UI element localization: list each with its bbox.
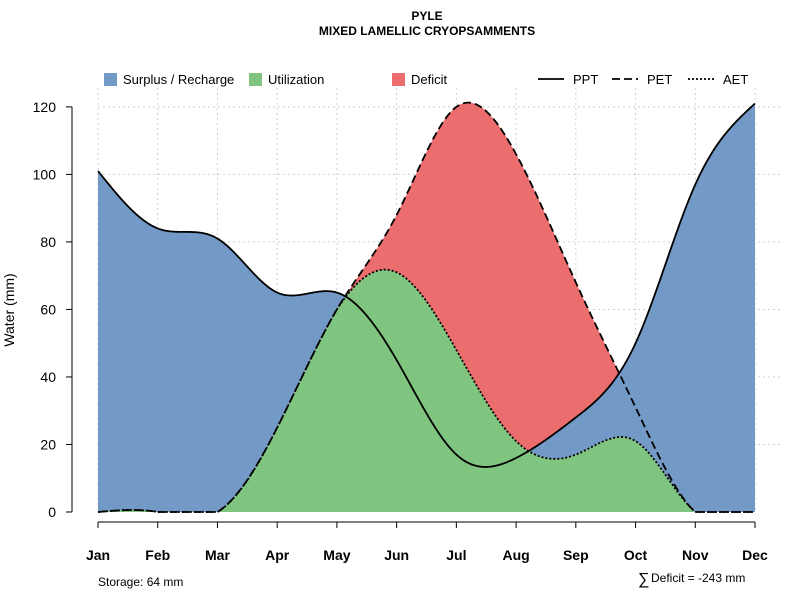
x-tick-label: Mar: [205, 547, 230, 563]
y-tick-label: 60: [40, 301, 56, 317]
x-tick-label: Jul: [446, 547, 466, 563]
x-tick-label: Feb: [145, 547, 170, 563]
y-tick-label: 120: [33, 99, 57, 115]
axes: 0 20 40 60 80 100 120 Jan Feb Mar Apr May Jun Jul Aug S…: [33, 99, 768, 563]
y-tick-label: 80: [40, 234, 56, 250]
legend-swatch: [104, 73, 117, 86]
legend-label: Surplus / Recharge: [123, 72, 234, 87]
legend-label: PET: [647, 72, 672, 87]
x-tick-label: Oct: [624, 547, 648, 563]
y-tick-label: 100: [33, 166, 57, 182]
sum-symbol: ∑: [638, 571, 649, 588]
series-line-ppt: [97, 102, 756, 468]
deficit-upper-area: [98, 102, 755, 512]
legend-label: PPT: [573, 72, 598, 87]
x-tick-label: Dec: [742, 547, 768, 563]
x-tick-label: Nov: [682, 547, 709, 563]
storage-label: Storage: 64 mm: [98, 575, 183, 589]
x-tick-label: Apr: [265, 547, 290, 563]
y-tick-label: 40: [40, 369, 56, 385]
chart-subtitle: MIXED LAMELLIC CRYOPSAMMENTS: [319, 24, 535, 38]
series-line-aet: [97, 268, 755, 513]
x-tick-label: May: [323, 547, 350, 563]
legend-swatch: [249, 73, 262, 86]
recharge-area: [98, 103, 755, 512]
x-tick-label: Aug: [502, 547, 529, 563]
utilization-area: [98, 269, 755, 512]
x-tick-label: Jan: [86, 547, 110, 563]
legend-label: AET: [723, 72, 748, 87]
chart-title: PYLE: [411, 9, 442, 23]
x-tick-label: Sep: [563, 547, 589, 563]
legend: Surplus / Recharge Utilization Deficit PPT P…: [104, 72, 748, 87]
y-tick-label: 20: [40, 436, 56, 452]
y-axis-label: Water (mm): [1, 273, 17, 346]
series-lines: [97, 101, 756, 513]
y-tick-label: 0: [48, 504, 56, 520]
legend-swatch: [392, 73, 405, 86]
areas: [98, 102, 755, 512]
x-tick-label: Jun: [384, 547, 409, 563]
deficit-total-label: Deficit = -243 mm: [651, 571, 745, 585]
legend-label: Utilization: [268, 72, 324, 87]
legend-label: Deficit: [411, 72, 448, 87]
